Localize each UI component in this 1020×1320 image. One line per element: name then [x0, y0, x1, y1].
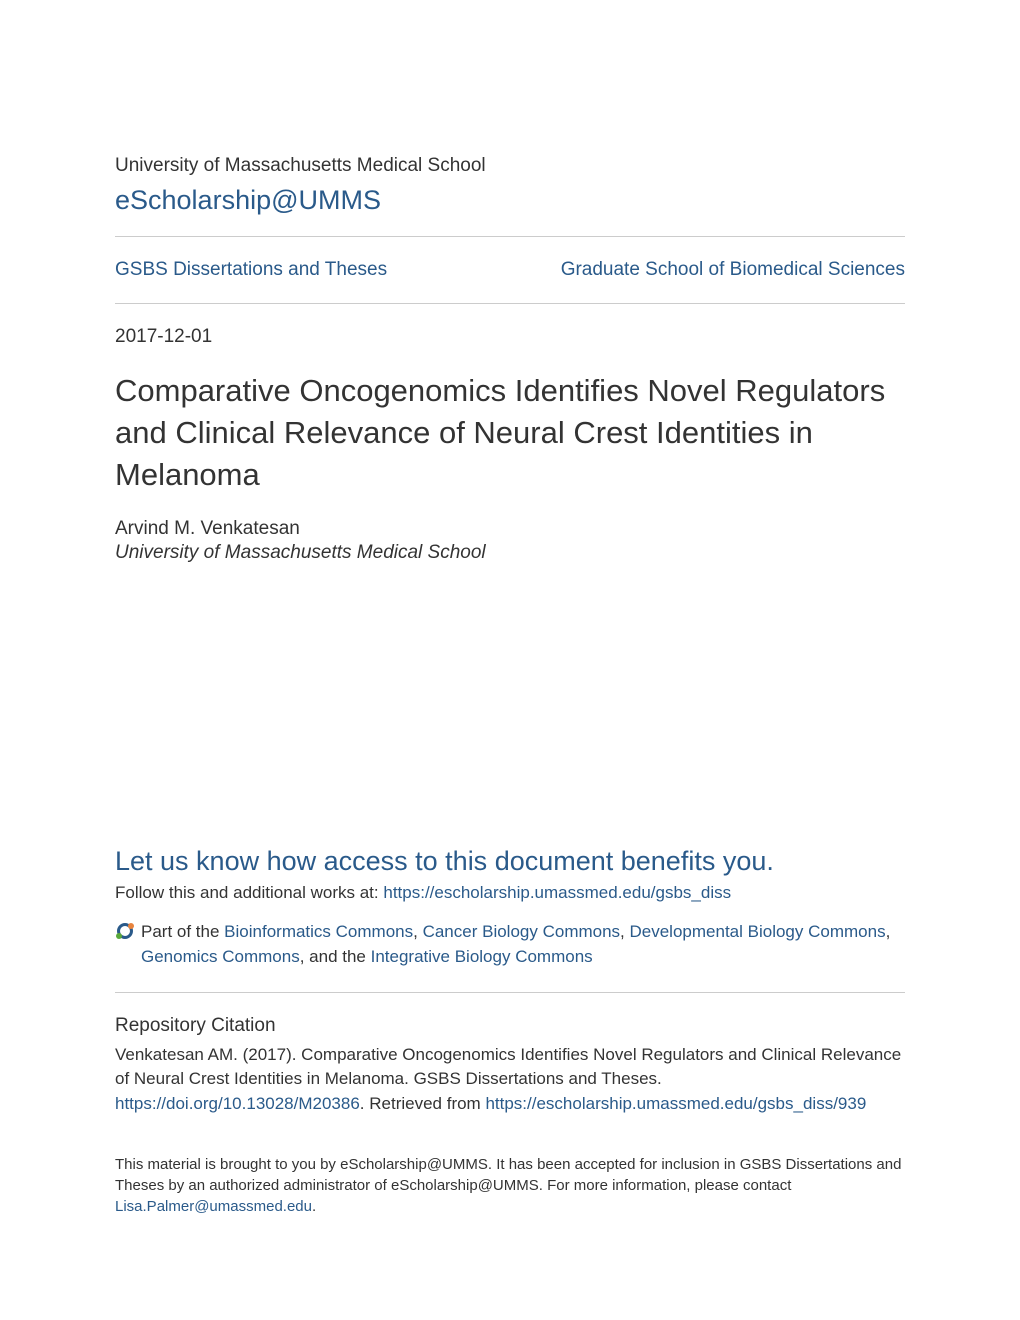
footer-text: This material is brought to you by eScho…: [115, 1154, 905, 1217]
citation-retrieved-link[interactable]: https://escholarship.umassmed.edu/gsbs_d…: [485, 1094, 866, 1113]
nav-bottom-divider: [115, 303, 905, 304]
commons-text: Part of the Bioinformatics Commons, Canc…: [141, 919, 905, 970]
network-icon: [115, 921, 135, 949]
author-name: Arvind M. Venkatesan: [115, 518, 905, 540]
commons-link-2[interactable]: Developmental Biology Commons: [630, 922, 886, 941]
document-title: Comparative Oncogenomics Identifies Nove…: [115, 370, 905, 496]
commons-link-0[interactable]: Bioinformatics Commons: [224, 922, 413, 941]
benefits-link[interactable]: Let us know how access to this document …: [115, 846, 905, 877]
commons-sep-0: ,: [413, 922, 422, 941]
commons-sep-1: ,: [620, 922, 629, 941]
commons-and: , and the: [300, 947, 371, 966]
footer-post: .: [312, 1198, 316, 1215]
footer-email-link[interactable]: Lisa.Palmer@umassmed.edu: [115, 1198, 312, 1215]
nav-link-school[interactable]: Graduate School of Biomedical Sciences: [561, 259, 905, 281]
citation-body: Venkatesan AM. (2017). Comparative Oncog…: [115, 1043, 905, 1117]
commons-link-3[interactable]: Genomics Commons: [141, 947, 300, 966]
nav-link-collection[interactable]: GSBS Dissertations and Theses: [115, 259, 387, 281]
commons-sep-2: ,: [886, 922, 891, 941]
commons-row: Part of the Bioinformatics Commons, Canc…: [115, 919, 905, 970]
commons-link-1[interactable]: Cancer Biology Commons: [423, 922, 620, 941]
publication-date: 2017-12-01: [115, 326, 905, 348]
citation-pre: Venkatesan AM. (2017). Comparative Oncog…: [115, 1045, 901, 1089]
author-affiliation: University of Massachusetts Medical Scho…: [115, 542, 905, 564]
commons-bottom-divider: [115, 992, 905, 993]
citation-heading: Repository Citation: [115, 1015, 905, 1037]
commons-prefix: Part of the: [141, 922, 224, 941]
repository-name-link[interactable]: eScholarship@UMMS: [115, 185, 905, 216]
nav-row: GSBS Dissertations and Theses Graduate S…: [115, 237, 905, 303]
citation-mid: . Retrieved from: [360, 1094, 486, 1113]
follow-line: Follow this and additional works at: htt…: [115, 883, 905, 903]
footer-pre: This material is brought to you by eScho…: [115, 1156, 901, 1194]
citation-doi-link[interactable]: https://doi.org/10.13028/M20386: [115, 1094, 360, 1113]
institution: University of Massachusetts Medical Scho…: [115, 155, 905, 177]
follow-url[interactable]: https://escholarship.umassmed.edu/gsbs_d…: [383, 883, 731, 902]
follow-text: Follow this and additional works at:: [115, 883, 383, 902]
commons-link-4[interactable]: Integrative Biology Commons: [371, 947, 593, 966]
